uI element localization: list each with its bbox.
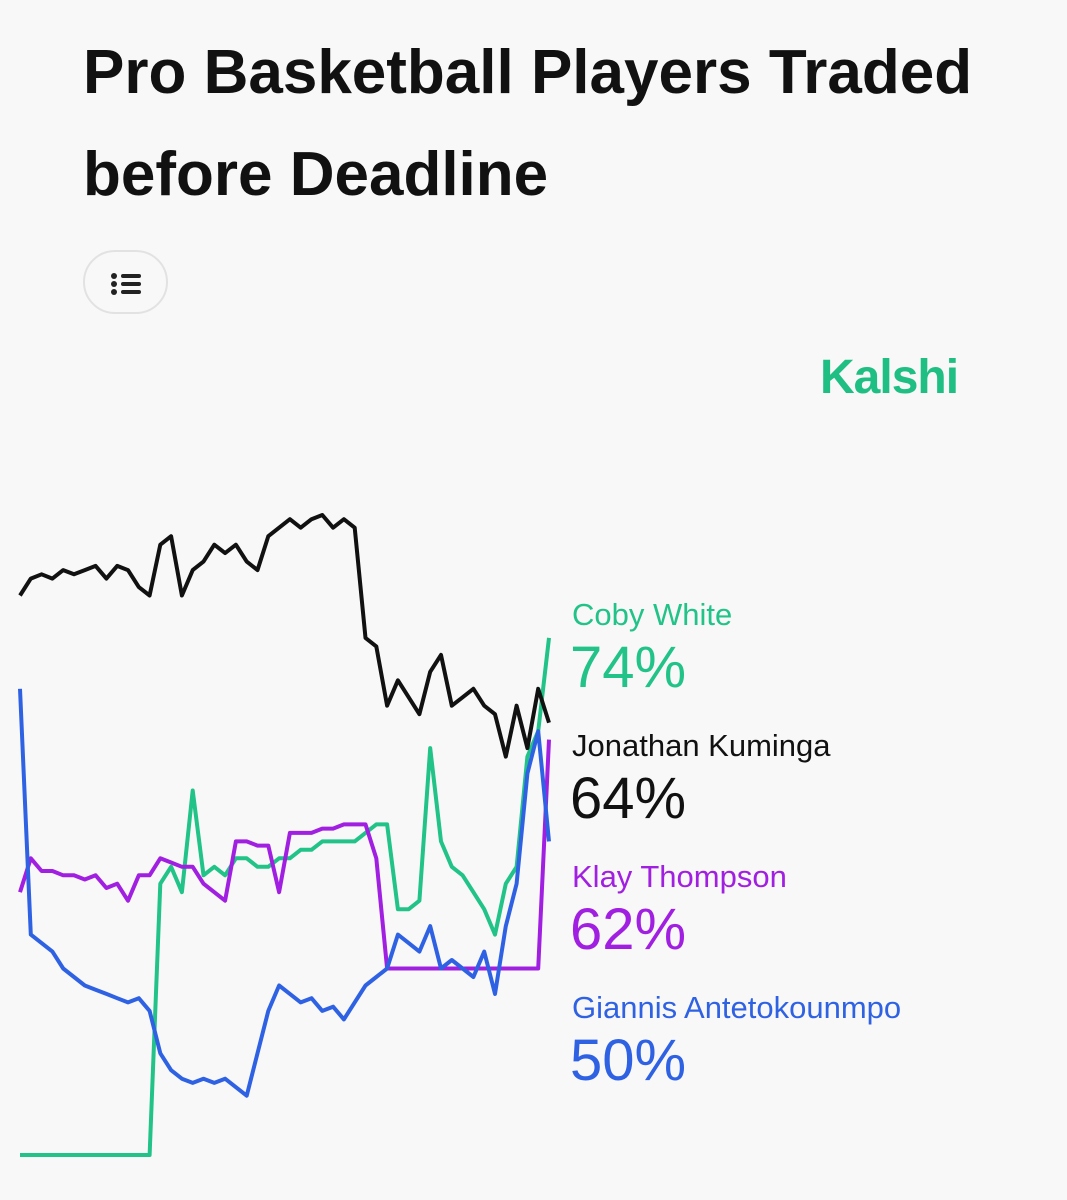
series-line <box>18 688 551 1098</box>
legend-name: Giannis Antetokounmpo <box>572 990 901 1025</box>
title: Pro Basketball Players Traded before Dea… <box>83 38 973 209</box>
legend-value: 64% <box>570 766 686 831</box>
series-line <box>18 513 551 759</box>
legend-name: Klay Thompson <box>572 859 787 894</box>
menu-icon <box>111 273 141 295</box>
legend-value: 50% <box>570 1028 686 1093</box>
series-line <box>20 637 551 1157</box>
legend-value: 62% <box>570 897 686 962</box>
brand-logo: Kalshi <box>820 351 959 404</box>
legend-name: Jonathan Kuminga <box>572 728 831 763</box>
legend-value: 74% <box>570 635 686 700</box>
series-line <box>18 739 551 971</box>
menu-button[interactable] <box>83 250 168 314</box>
legend-name: Coby White <box>572 597 732 632</box>
